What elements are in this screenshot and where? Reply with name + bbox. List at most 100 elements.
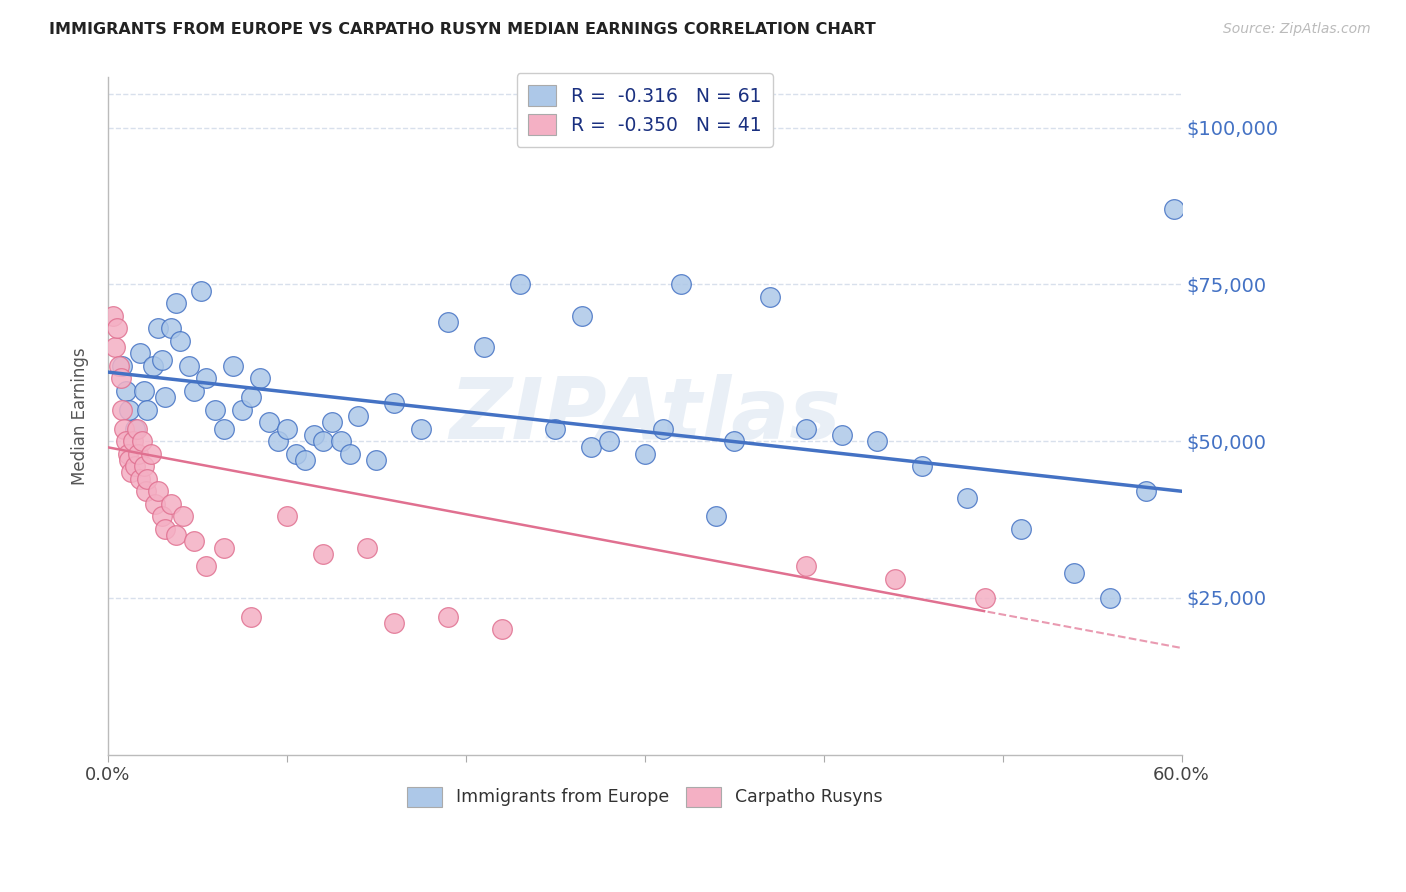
Point [1063,566,1085,580]
Point [142,359,165,373]
Point [131,434,153,448]
Point [491,622,513,636]
Point [312,547,335,561]
Point [1163,202,1185,216]
Point [136,402,159,417]
Point [150,509,173,524]
Point [284,447,307,461]
Point [347,409,370,423]
Point [118,402,141,417]
Point [1135,484,1157,499]
Point [437,315,460,329]
Point [172,509,194,524]
Point [249,371,271,385]
Point [884,572,907,586]
Point [115,384,138,398]
Point [112,421,135,435]
Point [150,352,173,367]
Point [222,359,245,373]
Point [1010,522,1032,536]
Point [183,384,205,398]
Point [794,559,817,574]
Point [973,591,995,605]
Point [571,309,593,323]
Point [165,528,187,542]
Point [125,421,148,435]
Point [132,384,155,398]
Point [115,434,138,448]
Point [127,447,149,461]
Point [214,541,236,555]
Point [579,441,602,455]
Text: IMMIGRANTS FROM EUROPE VS CARPATHO RUSYN MEDIAN EARNINGS CORRELATION CHART: IMMIGRANTS FROM EUROPE VS CARPATHO RUSYN… [49,22,876,37]
Text: Source: ZipAtlas.com: Source: ZipAtlas.com [1223,22,1371,37]
Point [356,541,378,555]
Point [267,434,290,448]
Point [302,427,325,442]
Point [437,609,460,624]
Legend: Immigrants from Europe, Carpatho Rusyns: Immigrants from Europe, Carpatho Rusyns [401,780,890,814]
Point [240,609,263,624]
Point [110,371,132,385]
Point [146,484,169,499]
Point [312,434,335,448]
Point [103,309,125,323]
Point [294,453,316,467]
Point [159,321,181,335]
Point [704,509,727,524]
Point [240,390,263,404]
Point [105,321,128,335]
Point [124,421,146,435]
Point [118,453,141,467]
Point [339,447,361,461]
Point [759,290,782,304]
Point [139,447,162,461]
Point [129,472,152,486]
Point [669,277,692,292]
Point [190,284,212,298]
Point [831,427,853,442]
Point [276,509,298,524]
Point [382,615,405,630]
Point [276,421,298,435]
Point [135,484,157,499]
Point [204,402,226,417]
Point [956,491,979,505]
Point [366,453,388,467]
Point [382,396,405,410]
Point [122,434,145,448]
Text: ZIPAtlas: ZIPAtlas [449,375,841,458]
Point [124,459,146,474]
Point [411,421,433,435]
Point [155,390,177,404]
Point [117,447,139,461]
Point [598,434,620,448]
Point [651,421,673,435]
Point [132,459,155,474]
Point [1098,591,1121,605]
Point [508,277,530,292]
Point [634,447,657,461]
Point [155,522,177,536]
Point [111,359,134,373]
Point [911,459,934,474]
Point [195,371,218,385]
Point [104,340,127,354]
Point [143,497,166,511]
Point [231,402,253,417]
Point [159,497,181,511]
Point [866,434,889,448]
Point [794,421,817,435]
Point [214,421,236,435]
Point [165,296,187,310]
Point [544,421,567,435]
Point [129,346,152,360]
Point [321,415,343,429]
Point [472,340,495,354]
Point [329,434,352,448]
Point [169,334,191,348]
Point [136,472,159,486]
Point [183,534,205,549]
Point [723,434,745,448]
Point [107,359,129,373]
